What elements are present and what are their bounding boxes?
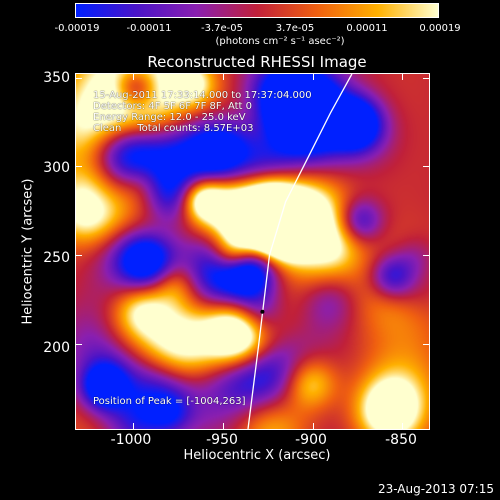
y-tick-mark	[423, 343, 429, 345]
colorbar-unit-label: (photons cm⁻² s⁻¹ asec⁻²)	[215, 36, 345, 47]
y-tick-label: 200	[43, 340, 70, 356]
colorbar-tick-label: 0.00011	[346, 23, 388, 34]
info-clean-counts: Clean Total counts: 8.57E+03	[93, 123, 254, 134]
x-tick-label: -900	[295, 432, 327, 448]
y-tick-label: 350	[43, 70, 70, 86]
colorbar-tick-label: -0.00019	[54, 23, 100, 34]
x-tick-mark	[133, 423, 135, 429]
x-axis-label: Heliocentric X (arcsec)	[183, 448, 331, 463]
plot-area: 15-Aug-2011 17:33:14.000 to 17:37:04.000…	[75, 73, 430, 430]
colorbar-tick-label: -0.00011	[126, 23, 172, 34]
info-time-range: 15-Aug-2011 17:33:14.000 to 17:37:04.000	[93, 90, 312, 101]
y-tick-label: 250	[43, 250, 70, 266]
colorbar-tick-label: -3.7e-05	[201, 23, 243, 34]
info-detectors: Detectors: 4F 5F 6F 7F 8F, Att 0	[93, 101, 253, 112]
info-energy-range: Energy Range: 12.0 - 25.0 keV	[93, 112, 246, 123]
x-tick-label: -850	[385, 432, 417, 448]
solar-limb-curve	[247, 74, 353, 429]
colorbar	[75, 3, 439, 18]
chart-title: Reconstructed RHESSI Image	[147, 53, 367, 71]
timestamp: 23-Aug-2013 07:15	[377, 482, 494, 496]
y-tick-mark	[76, 343, 82, 345]
y-tick-mark	[423, 77, 429, 79]
y-tick-mark	[423, 166, 429, 168]
x-tick-mark	[402, 74, 404, 80]
x-tick-mark	[222, 74, 224, 80]
y-tick-mark	[423, 255, 429, 257]
y-axis-label: Heliocentric Y (arcsec)	[20, 178, 36, 325]
colorbar-tick-label: 3.7e-05	[275, 23, 315, 34]
x-tick-label: -950	[206, 432, 238, 448]
info-peak-position: Position of Peak = [-1004,263]	[93, 396, 246, 407]
x-tick-label: -1000	[110, 432, 152, 448]
x-tick-mark	[312, 423, 314, 429]
x-tick-mark	[222, 423, 224, 429]
limb-svg	[247, 74, 353, 429]
heatmap-image	[76, 74, 429, 429]
y-tick-mark	[76, 166, 82, 168]
x-tick-mark	[133, 74, 135, 80]
y-tick-label: 300	[43, 160, 70, 176]
x-tick-mark	[402, 423, 404, 429]
y-tick-mark	[76, 77, 82, 79]
x-tick-mark	[312, 74, 314, 80]
colorbar-tick-label: 0.00019	[419, 23, 461, 34]
peak-marker	[260, 309, 265, 314]
y-tick-mark	[76, 255, 82, 257]
